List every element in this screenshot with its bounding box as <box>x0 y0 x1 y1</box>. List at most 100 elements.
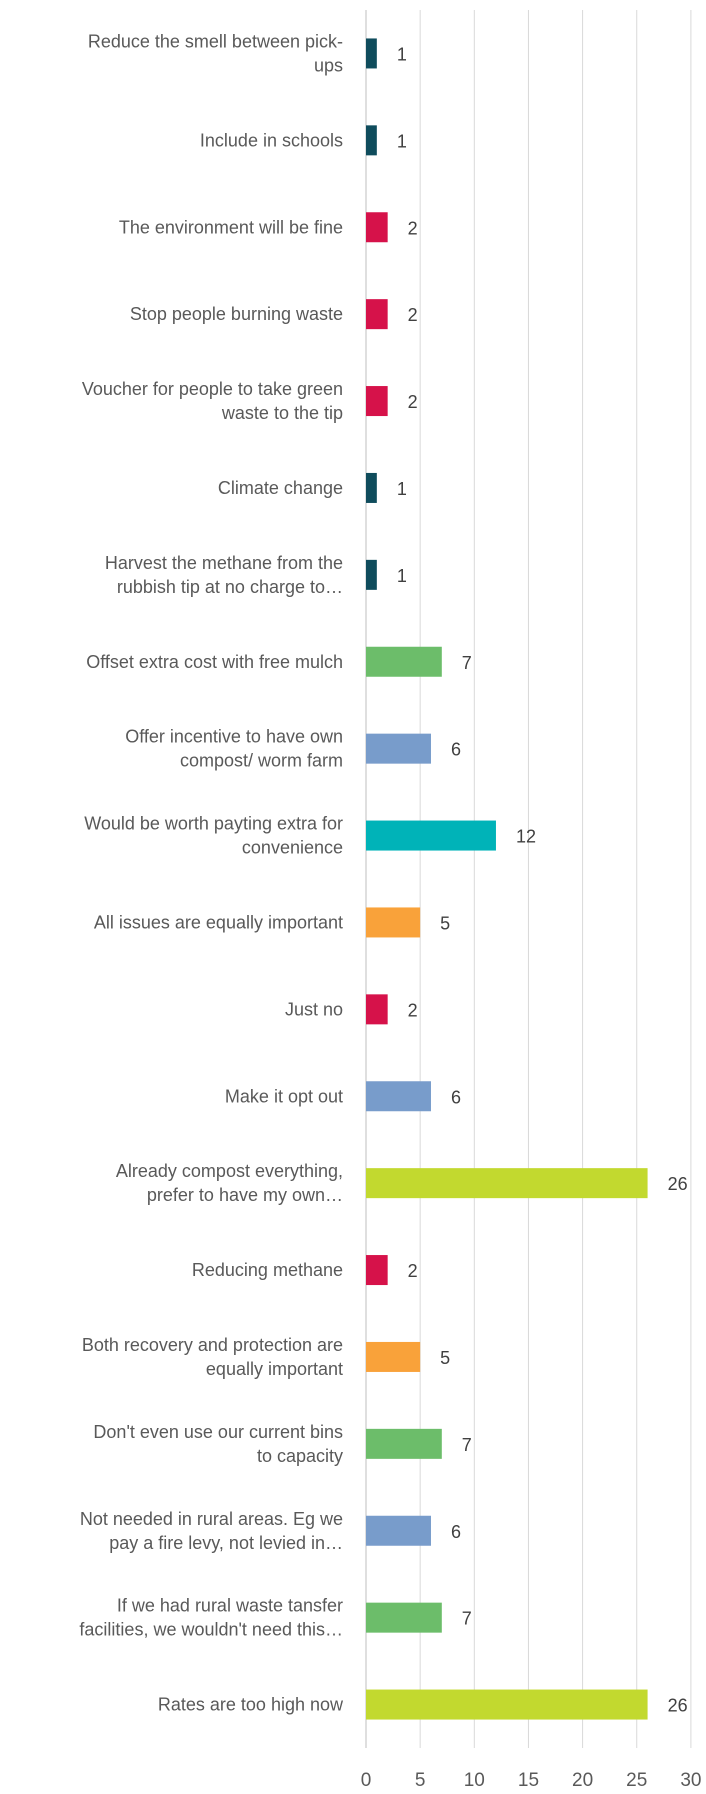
bar <box>366 472 377 503</box>
bar <box>366 907 421 938</box>
x-tick-label: 0 <box>361 1770 372 1791</box>
data-label: 1 <box>397 479 407 499</box>
bar <box>366 212 388 243</box>
category-label-line: Stop people burning waste <box>130 304 343 324</box>
data-label: 6 <box>451 740 461 760</box>
category-label-line: Reduce the smell between pick- <box>88 31 343 51</box>
category-label: Voucher for people to take green waste to… <box>82 379 343 423</box>
bar <box>366 125 377 156</box>
category-label-line: convenience <box>242 838 343 858</box>
category-label-line: The environment will be fine <box>119 217 343 237</box>
x-tick-label: 5 <box>415 1770 426 1791</box>
category-label: Reduce the smell between pick-ups <box>88 31 343 75</box>
bar <box>366 1515 431 1546</box>
x-tick-label: 10 <box>464 1770 485 1791</box>
category-label-line: compost/ worm farm <box>180 751 343 771</box>
data-label: 2 <box>408 392 418 412</box>
category-label-line: Not needed in rural areas. Eg we <box>80 1509 343 1529</box>
bar <box>366 559 377 590</box>
bar <box>366 1602 442 1633</box>
category-label: All issues are equally important <box>94 912 343 932</box>
bar <box>366 1428 442 1459</box>
category-label-line: Already compost everything, <box>116 1161 343 1181</box>
category-label-line: Include in schools <box>200 130 343 150</box>
category-label-line: Both recovery and protection are <box>82 1335 343 1355</box>
category-label-line: ups <box>314 55 343 75</box>
data-label: 6 <box>451 1087 461 1107</box>
category-label-line: Offset extra cost with free mulch <box>86 652 343 672</box>
x-tick-label: 25 <box>626 1770 647 1791</box>
x-tick-label: 20 <box>572 1770 593 1791</box>
category-label: Don't even use our current bins to capaci… <box>93 1422 343 1466</box>
bar <box>366 299 388 330</box>
category-label-line: Would be worth payting extra for <box>84 814 343 834</box>
category-label: Would be worth payting extra for convenie… <box>84 814 343 858</box>
category-label: Offer incentive to have own compost/ worm… <box>125 727 343 771</box>
data-label: 12 <box>516 827 536 847</box>
data-label: 1 <box>397 131 407 151</box>
data-label: 7 <box>462 653 472 673</box>
category-label: Both recovery and protection are equally … <box>82 1335 343 1379</box>
data-label: 2 <box>408 1000 418 1020</box>
bar <box>366 1255 388 1286</box>
category-label-line: Voucher for people to take green <box>82 379 343 399</box>
category-label-line: Make it opt out <box>225 1086 343 1106</box>
category-label: If we had rural waste tansfer facilities,… <box>79 1596 343 1640</box>
data-label: 5 <box>440 1348 450 1368</box>
data-label: 6 <box>451 1522 461 1542</box>
bar <box>366 994 388 1025</box>
x-axis-ticks: 0 5 10 15 20 25 30 <box>361 1770 702 1791</box>
x-tick-label: 15 <box>518 1770 539 1791</box>
category-label: Rates are too high now <box>158 1695 344 1715</box>
data-label: 2 <box>408 218 418 238</box>
bar <box>366 1081 431 1112</box>
data-label: 7 <box>462 1435 472 1455</box>
category-label: Make it opt out <box>225 1086 343 1106</box>
category-label-line: All issues are equally important <box>94 912 343 932</box>
bar <box>366 646 442 677</box>
category-label: Offset extra cost with free mulch <box>86 652 343 672</box>
bar <box>366 820 496 851</box>
category-label: Climate change <box>218 478 343 498</box>
category-label-line: If we had rural waste tansfer <box>117 1596 343 1616</box>
category-label: Already compost everything, prefer to hav… <box>116 1161 343 1205</box>
category-label: Stop people burning waste <box>130 304 343 324</box>
category-label: The environment will be fine <box>119 217 343 237</box>
data-label: 2 <box>408 1261 418 1281</box>
bar <box>366 1168 648 1199</box>
category-label-line: Rates are too high now <box>158 1695 344 1715</box>
data-label: 1 <box>397 566 407 586</box>
category-label: Harvest the methane from the rubbish tip … <box>105 553 343 597</box>
category-label-line: Don't even use our current bins <box>93 1422 343 1442</box>
gridlines <box>365 10 692 1748</box>
data-label: 2 <box>408 305 418 325</box>
category-label-line: rubbish tip at no charge to… <box>117 577 343 597</box>
category-label-line: equally important <box>206 1359 343 1379</box>
category-label-line: Just no <box>285 999 343 1019</box>
data-label: 26 <box>668 1696 688 1716</box>
bars <box>366 38 648 1720</box>
bar <box>366 1689 648 1720</box>
category-label-line: prefer to have my own… <box>147 1185 343 1205</box>
bar <box>366 38 377 69</box>
category-label-line: facilities, we wouldn't need this… <box>79 1620 343 1640</box>
data-label: 1 <box>397 44 407 64</box>
category-label: Not needed in rural areas. Eg we pay a fi… <box>80 1509 343 1553</box>
category-label-line: Climate change <box>218 478 343 498</box>
category-labels: Reduce the smell between pick-ups Include… <box>79 31 344 1714</box>
bar <box>366 1341 421 1372</box>
data-label: 7 <box>462 1609 472 1629</box>
data-label: 5 <box>440 913 450 933</box>
category-label-line: Reducing methane <box>192 1260 343 1280</box>
category-label-line: waste to the tip <box>221 403 343 423</box>
category-label: Reducing methane <box>192 1260 343 1280</box>
category-label: Just no <box>285 999 343 1019</box>
category-label-line: to capacity <box>257 1446 343 1466</box>
category-label-line: Offer incentive to have own <box>125 727 343 747</box>
category-label-line: Harvest the methane from the <box>105 553 343 573</box>
data-label: 26 <box>668 1174 688 1194</box>
x-tick-label: 30 <box>680 1770 701 1791</box>
category-label: Include in schools <box>200 130 343 150</box>
